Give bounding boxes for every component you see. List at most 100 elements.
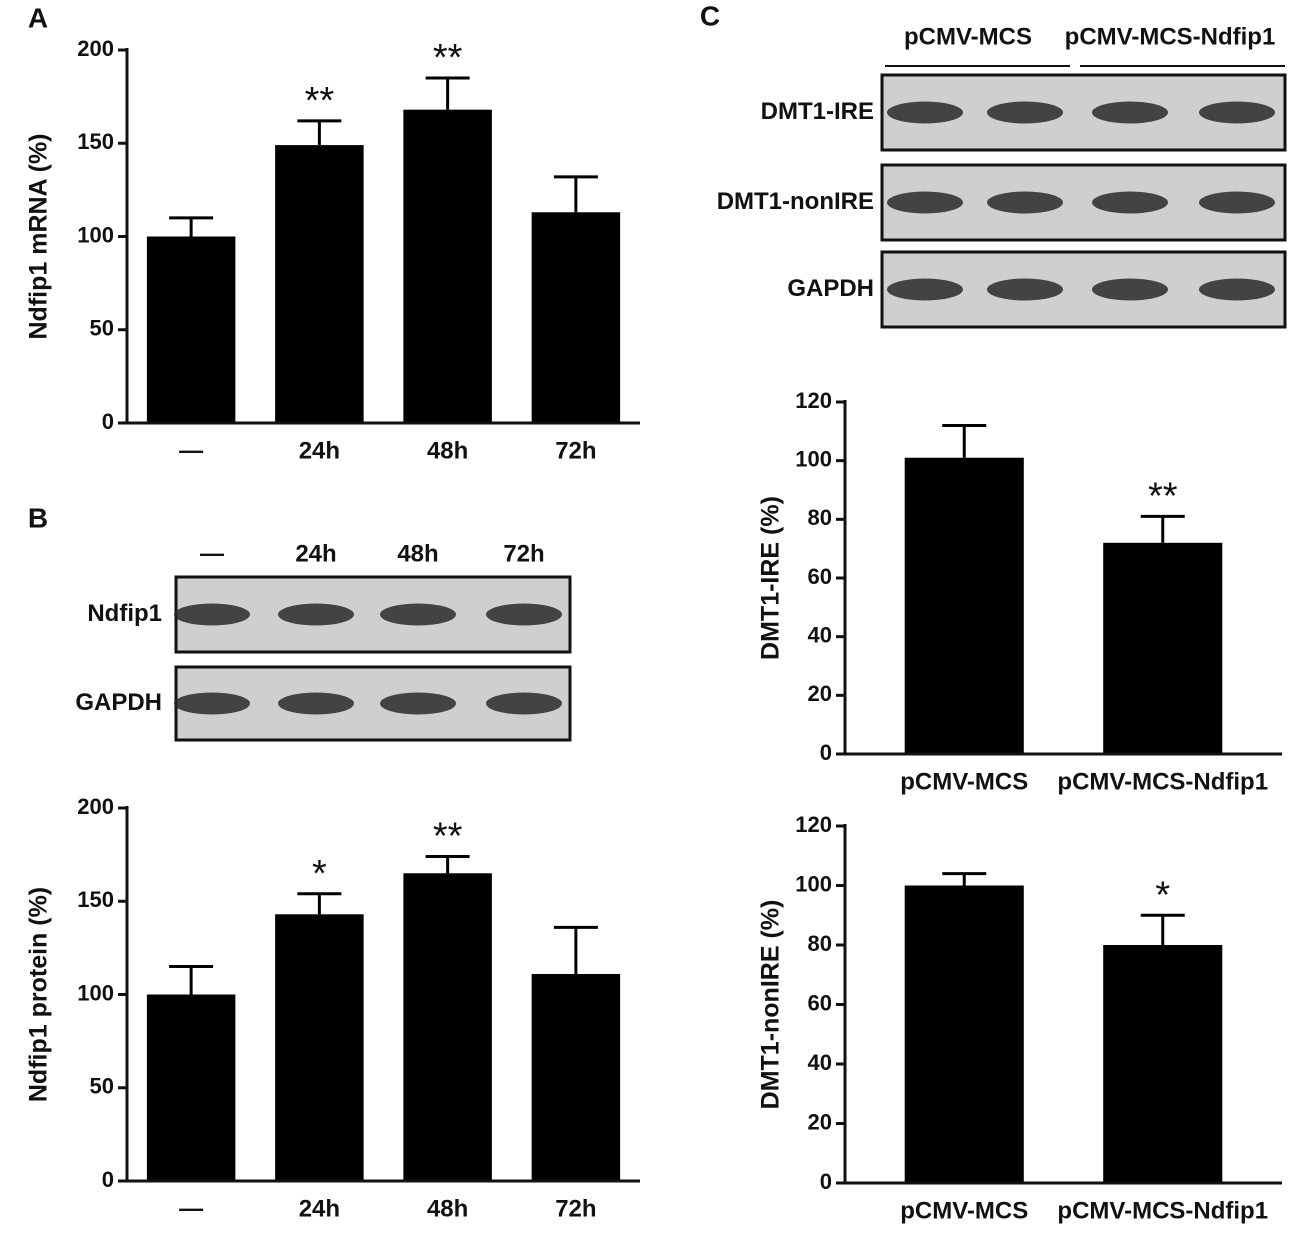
error-bar [942,872,987,886]
blot-band [1199,278,1275,301]
y-tick-label: 0 [820,1169,832,1194]
blot-band [278,692,354,715]
row-label: GAPDH [75,689,162,716]
lane-label: 24h [295,540,336,567]
y-axis-title: DMT1-nonIRE (%) [757,900,785,1110]
blot-band [1092,101,1168,124]
y-tick-label: 40 [808,622,832,647]
y-tick-label: 80 [808,931,832,956]
blot-band [174,603,250,626]
y-tick-label: 60 [808,990,832,1015]
error-bar [297,892,342,915]
significance: ** [433,37,463,79]
error-bar [169,216,214,237]
bar [403,109,492,424]
bar [904,457,1024,754]
error-bar [553,925,598,974]
bar [531,973,621,1181]
y-tick-label: 200 [77,794,114,819]
blot-band [887,101,963,124]
y-tick-label: 100 [795,871,832,896]
y-axis-title: Ndfip1 protein (%) [25,887,53,1102]
significance: * [1155,874,1170,916]
blot-band [987,101,1063,124]
y-tick-label: 50 [90,1074,114,1099]
blot-band [380,692,456,715]
blot-band [887,278,963,301]
y-axis-title: DMT1-IRE (%) [757,496,785,660]
y-tick-label: 50 [90,316,114,341]
y-tick-label: 200 [77,36,114,61]
x-tick-label: pCMV-MCS-Ndfip1 [1057,1197,1268,1224]
blot-band [380,603,456,626]
panel-label: A [28,2,48,33]
x-tick-label: 48h [427,437,468,464]
error-bar [1140,514,1185,543]
y-axis-title: Ndfip1 mRNA (%) [25,133,53,339]
x-tick-label: 72h [555,437,596,464]
y-tick-label: 100 [77,222,114,247]
x-tick-label: pCMV-MCS [900,768,1028,795]
y-tick-label: 100 [795,446,832,471]
error-bar [169,965,214,995]
blot-band [1199,191,1275,214]
panel-label: C [700,0,720,31]
x-tick-label: 24h [299,1195,340,1222]
group-label: pCMV-MCS-Ndfip1 [1065,23,1276,50]
bar [275,914,364,1181]
x-tick-label: 24h [299,437,340,464]
y-tick-label: 0 [102,409,114,434]
y-tick-label: 150 [77,887,114,912]
lane-label: — [200,540,224,567]
error-bar [425,76,470,110]
blot-band [174,692,250,715]
error-bar [553,175,598,213]
y-tick-label: 80 [808,505,832,530]
x-tick-label: — [179,437,203,464]
blot-band [278,603,354,626]
error-bar [1140,913,1185,945]
bar [904,885,1024,1183]
blot-band [486,603,562,626]
y-tick-label: 20 [808,681,832,706]
row-label: GAPDH [787,275,874,302]
bar [1103,542,1223,754]
significance: ** [305,80,335,122]
bar [1103,945,1223,1183]
blot-band [987,278,1063,301]
significance: ** [1148,475,1178,517]
group-label: pCMV-MCS [904,23,1032,50]
bar [275,145,364,424]
x-tick-label: 72h [555,1195,596,1222]
y-tick-label: 60 [808,564,832,589]
y-tick-label: 150 [77,129,114,154]
blot-band [1092,278,1168,301]
significance: ** [433,816,463,858]
bar [146,236,236,423]
y-tick-label: 120 [795,388,832,413]
error-bar [942,423,987,458]
y-tick-label: 0 [820,740,832,765]
blot-band [486,692,562,715]
x-tick-label: 48h [427,1195,468,1222]
panel-label: B [28,502,48,533]
y-tick-label: 0 [102,1167,114,1192]
blot-band [887,191,963,214]
y-tick-label: 40 [808,1050,832,1075]
x-tick-label: pCMV-MCS-Ndfip1 [1057,768,1268,795]
blot-band [987,191,1063,214]
y-tick-label: 100 [77,980,114,1005]
lane-label: 72h [503,540,544,567]
lane-label: 48h [397,540,438,567]
bar [531,212,621,423]
row-label: DMT1-nonIRE [717,188,874,215]
y-tick-label: 120 [795,812,832,837]
error-bar [297,119,342,146]
bar [403,873,492,1181]
error-bar [425,854,470,874]
row-label: DMT1-IRE [761,98,874,125]
row-label: Ndfip1 [87,600,162,627]
blot-band [1199,101,1275,124]
x-tick-label: — [179,1195,203,1222]
